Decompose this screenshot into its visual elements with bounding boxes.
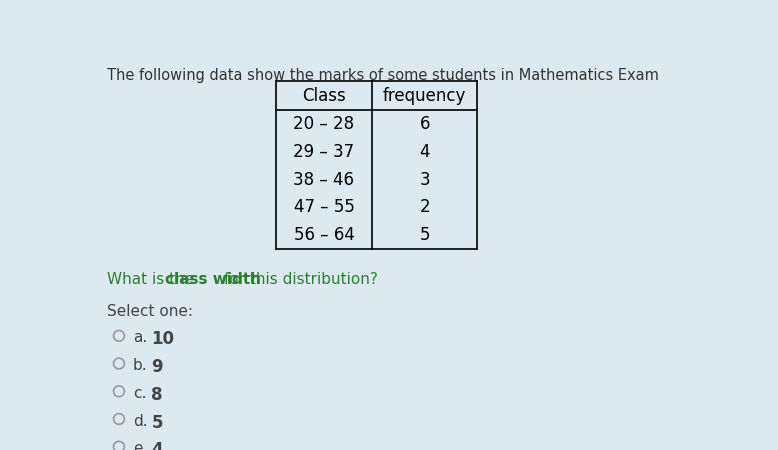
Text: 5: 5 [419, 226, 430, 244]
Text: c.: c. [133, 386, 146, 401]
Text: 38 – 46: 38 – 46 [293, 171, 355, 189]
Text: 10: 10 [152, 330, 174, 348]
Text: 9: 9 [152, 358, 163, 376]
Text: 2: 2 [419, 198, 430, 216]
Text: d.: d. [133, 414, 148, 428]
Text: 4: 4 [419, 143, 430, 161]
Text: a.: a. [133, 330, 147, 346]
Text: 20 – 28: 20 – 28 [293, 115, 355, 133]
Text: 6: 6 [419, 115, 430, 133]
Text: e.: e. [133, 441, 147, 450]
Text: Select one:: Select one: [107, 304, 192, 319]
Text: 3: 3 [419, 171, 430, 189]
Text: for this distribution?: for this distribution? [219, 272, 378, 287]
Text: frequency: frequency [383, 86, 466, 104]
Text: b.: b. [133, 358, 148, 373]
Text: 29 – 37: 29 – 37 [293, 143, 355, 161]
Text: 8: 8 [152, 386, 163, 404]
Text: The following data show the marks of some students in Mathematics Exam: The following data show the marks of som… [107, 68, 658, 83]
Text: What is the: What is the [107, 272, 198, 287]
Text: 56 – 64: 56 – 64 [293, 226, 354, 244]
Text: 47 – 55: 47 – 55 [293, 198, 354, 216]
Text: 5: 5 [152, 414, 163, 432]
Text: Class: Class [302, 86, 345, 104]
Text: class width: class width [165, 272, 261, 287]
Text: 4: 4 [152, 441, 163, 450]
